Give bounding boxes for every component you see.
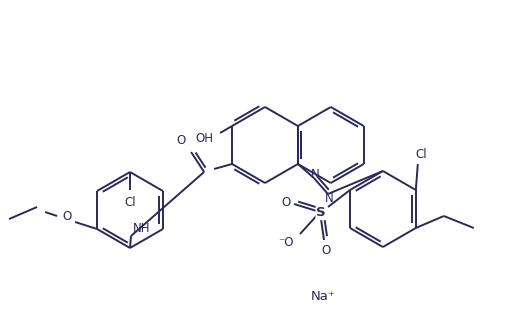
Text: O: O <box>63 211 72 223</box>
Text: Cl: Cl <box>124 196 136 209</box>
Text: O: O <box>176 133 186 147</box>
Text: Cl: Cl <box>415 148 427 161</box>
Text: OH: OH <box>195 131 213 145</box>
Text: O: O <box>321 244 331 257</box>
Text: S: S <box>316 207 326 219</box>
Text: N: N <box>310 167 319 180</box>
Text: Na⁺: Na⁺ <box>310 291 335 304</box>
Text: O: O <box>281 196 291 209</box>
Text: NH: NH <box>133 221 151 234</box>
Text: ⁻O: ⁻O <box>278 235 294 249</box>
Text: N: N <box>325 192 333 205</box>
